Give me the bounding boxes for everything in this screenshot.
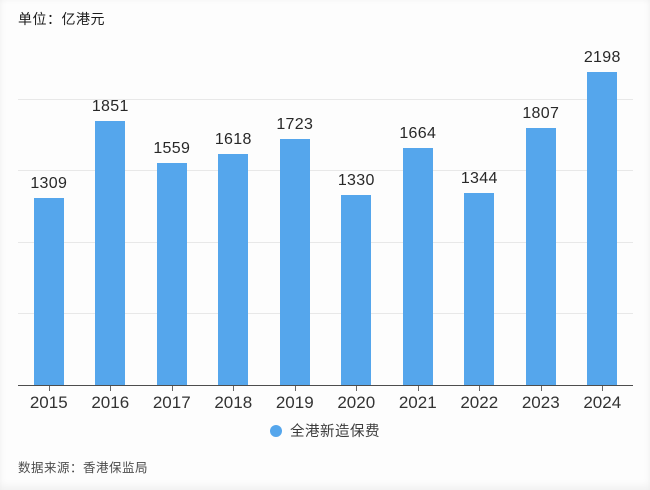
bar [341,195,372,385]
legend-label: 全港新造保费 [290,424,380,440]
bar-slot: 2198 [572,0,634,385]
axis-tick [602,386,604,391]
bar-slot: 1618 [203,0,265,385]
axis-tick [48,386,50,391]
bar-value-label: 1851 [91,98,129,116]
bar-slot: 1664 [387,0,449,385]
source-note: 数据来源：香港保监局 [18,461,149,475]
bar-value-label: 1559 [153,139,191,157]
bar-slot: 1723 [264,0,326,385]
x-axis-label: 2015 [29,393,68,412]
x-axis-label: 2022 [460,393,499,412]
bar-slot: 1330 [326,0,388,385]
axis-tick [356,386,358,391]
bar [95,121,126,385]
plot-area: 1309 1851 1559 1618 1723 1330 1664 1344 1807 2198 [18,0,633,385]
x-axis-label: 2017 [152,393,191,412]
bar-value-label: 1309 [30,175,68,193]
bar-slot: 1851 [80,0,142,385]
gridline [18,241,633,243]
bar-slot: 1309 [18,0,80,385]
bar [464,193,495,385]
axis-tick [417,386,419,391]
x-axis-label: 2021 [398,393,437,412]
bar [402,147,433,385]
bar [218,154,249,385]
unit-label: 单位：亿港元 [18,11,105,27]
bar-value-label: 1344 [460,170,498,188]
axis-tick [110,386,112,391]
bar-slot: 1344 [449,0,511,385]
bar-value-label: 1723 [276,116,314,134]
bar-value-label: 1807 [522,104,560,122]
bar [279,139,310,385]
x-axis-label: 2023 [521,393,560,412]
bar-value-label: 1664 [399,124,437,142]
x-axis-label: 2024 [583,393,622,412]
axis-tick [540,386,542,391]
bar [525,127,556,385]
bar-value-label: 1618 [214,131,252,149]
x-axis-label: 2018 [214,393,253,412]
axis-tick [479,386,481,391]
legend-dot-icon [270,424,282,437]
bar-value-label: 2198 [583,48,621,66]
gridline [18,99,633,100]
bar-value-label: 1330 [337,172,375,190]
axis-tick [233,386,235,391]
axis-tick [294,386,296,391]
bar [33,198,64,385]
legend: 全港新造保费 [0,420,650,441]
axis-tick [171,386,173,391]
x-axis-labels: 2015 2016 2017 2018 2019 2020 2021 2022 2023 2024 [18,393,633,415]
x-axis-label: 2019 [275,393,314,412]
bar [587,71,618,385]
bar-slot: 1807 [510,0,572,385]
x-axis-label: 2020 [337,393,376,412]
x-axis-line [18,385,633,386]
x-axis-label: 2016 [91,393,130,412]
gridline [18,170,633,172]
bar [156,162,187,385]
gridline [18,312,633,314]
bar-slot: 1559 [141,0,203,385]
